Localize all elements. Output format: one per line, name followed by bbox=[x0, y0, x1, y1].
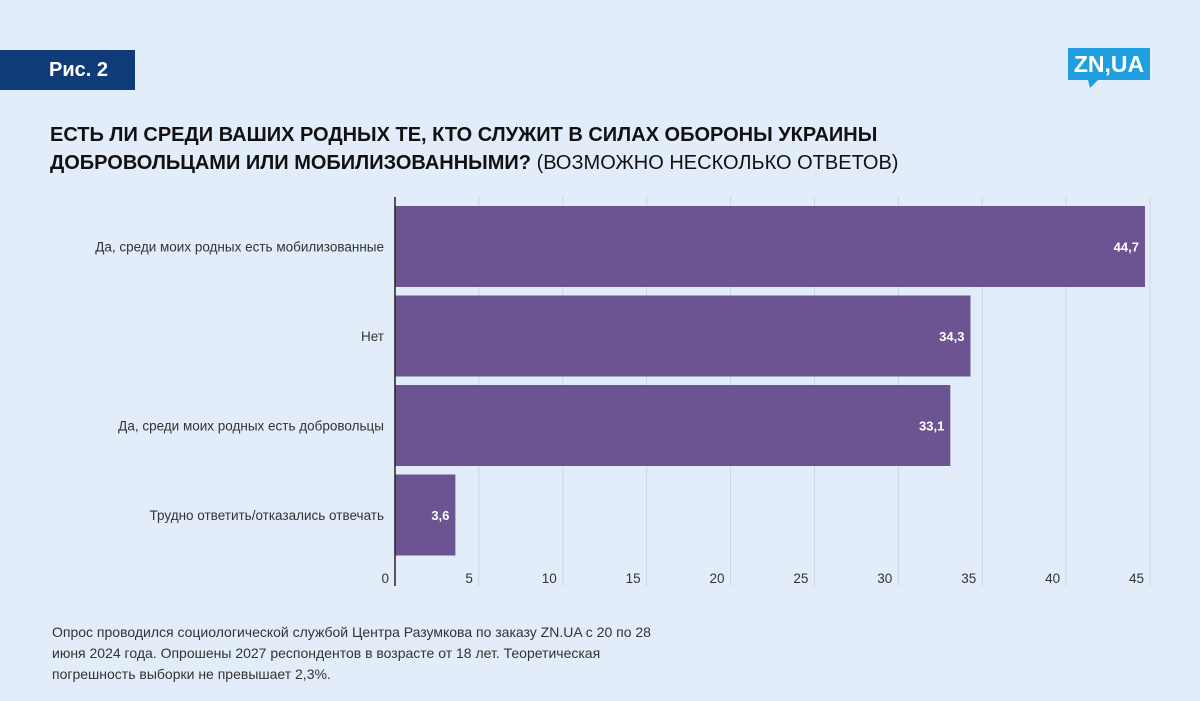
category-label: Да, среди моих родных есть мобилизованны… bbox=[95, 240, 384, 255]
chart-title-note: (ВОЗМОЖНО НЕСКОЛЬКО ОТВЕТОВ) bbox=[536, 152, 899, 174]
x-tick-label: 10 bbox=[542, 571, 557, 586]
logo-speech-bubble bbox=[1068, 48, 1150, 88]
bar bbox=[395, 385, 951, 466]
x-tick-label: 40 bbox=[1045, 571, 1060, 586]
data-label: 34,3 bbox=[939, 329, 964, 344]
x-tick-label: 35 bbox=[961, 571, 976, 586]
x-tick-label: 15 bbox=[626, 571, 641, 586]
zn-ua-logo: ZN,UA bbox=[1068, 48, 1150, 88]
x-tick-label: 0 bbox=[381, 571, 389, 586]
bar-chart: 44,7 Да, среди моих родных есть мобилизов… bbox=[95, 197, 1151, 587]
bars bbox=[395, 206, 1145, 556]
bar bbox=[395, 206, 1145, 287]
footnote: Опрос проводился социологической службой… bbox=[52, 624, 651, 682]
x-tick-label: 30 bbox=[877, 571, 892, 586]
data-label: 44,7 bbox=[1114, 240, 1139, 255]
bar bbox=[395, 295, 971, 377]
category-label: Трудно ответить/отказались отвечать bbox=[150, 508, 384, 523]
logo-text: ZN,UA bbox=[1074, 51, 1144, 77]
x-tick-label: 45 bbox=[1129, 571, 1144, 586]
x-tick-label: 25 bbox=[793, 571, 808, 586]
figure-label: Рис. 2 bbox=[0, 50, 135, 90]
x-tick-label: 5 bbox=[465, 571, 473, 586]
chart-title: ЕСТЬ ЛИ СРЕДИ ВАШИХ РОДНЫХ ТЕ, КТО СЛУЖИ… bbox=[50, 121, 1050, 177]
category-label: Да, среди моих родных есть добровольцы bbox=[118, 419, 384, 434]
category-label: Нет bbox=[361, 329, 384, 344]
data-label: 3,6 bbox=[431, 508, 449, 523]
x-tick-label: 20 bbox=[710, 571, 725, 586]
bar bbox=[395, 474, 456, 556]
chart-title-question: ЕСТЬ ЛИ СРЕДИ ВАШИХ РОДНЫХ ТЕ, КТО СЛУЖИ… bbox=[50, 124, 878, 174]
data-label: 33,1 bbox=[919, 419, 944, 434]
labels: 44,7 Да, среди моих родных есть мобилизов… bbox=[95, 240, 1144, 587]
